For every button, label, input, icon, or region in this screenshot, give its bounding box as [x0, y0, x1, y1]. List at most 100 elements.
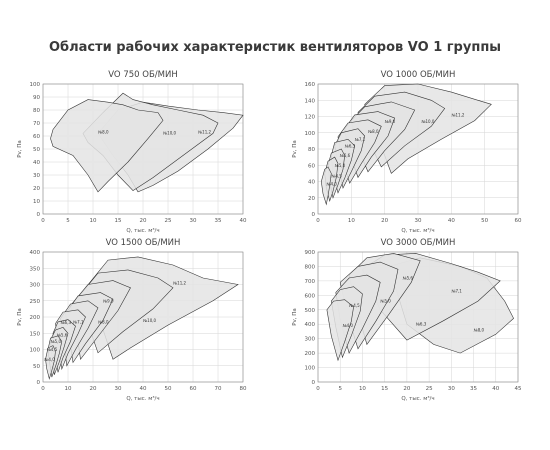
y-tick-label: 40: [308, 180, 315, 186]
region-label: №5,0: [335, 163, 346, 168]
y-tick-label: 0: [312, 380, 316, 386]
region-label: №4,0: [44, 357, 55, 362]
y-tick-label: 150: [30, 331, 41, 337]
x-tick-label: 10: [65, 386, 72, 392]
x-tick-label: 25: [165, 218, 172, 224]
y-tick-label: 400: [30, 250, 41, 256]
x-tick-label: 25: [426, 386, 433, 392]
y-tick-label: 80: [33, 108, 40, 114]
x-tick-label: 10: [348, 218, 355, 224]
region-label: №7,1: [451, 288, 462, 293]
x-tick-label: 50: [165, 386, 172, 392]
region-label: №4,5: [47, 347, 58, 352]
y-tick-label: 50: [33, 147, 40, 153]
plot-frame: [317, 251, 519, 383]
page-title: Области рабочих характеристик вентилятор…: [48, 40, 502, 55]
chart-vo1500: VO 1500 ОБ/МИН 0 50 100 150 200 250 300 350 400 0 1…: [0, 236, 275, 421]
chart-vo3000: VO 3000 ОБ/МИН 0 100 200 300 400 500 600 700 800 9…: [275, 236, 550, 421]
y-tick-label: 60: [33, 134, 40, 140]
x-tick-label: 40: [140, 386, 147, 392]
region-label: №10,0: [163, 131, 177, 136]
region-label: №4,0: [342, 323, 353, 328]
plot-frame: [42, 83, 244, 215]
y-tick-label: 120: [305, 115, 316, 121]
region-label: №9,0: [103, 298, 114, 303]
chart-vo1000: VO 1000 ОБ/МИН 0 20 40 60 80 100 120 140 160 0 10 20…: [275, 68, 550, 253]
region-label: №6,3: [345, 143, 356, 148]
y-tick-label: 100: [30, 82, 41, 88]
y-tick-label: 700: [305, 279, 316, 285]
x-tick-label: 40: [240, 218, 247, 224]
chart-title: VO 750 ОБ/МИН: [108, 70, 177, 80]
y-tick-label: 40: [33, 160, 40, 166]
plot-frame: [42, 251, 244, 383]
chart-vo750: VO 750 ОБ/МИН 0 10 20 30 40 50 60 70 80 90 100 0 5 10 1…: [0, 68, 275, 253]
x-tick-label: 40: [492, 386, 499, 392]
y-tick-label: 600: [305, 293, 316, 299]
x-tick-label: 0: [41, 386, 45, 392]
x-tick-label: 5: [338, 386, 342, 392]
y-tick-label: 160: [305, 82, 316, 88]
chart-title: VO 1000 ОБ/МИН: [381, 70, 456, 80]
region-label: №5,0: [51, 339, 62, 344]
chart-vo3000-svg: VO 3000 ОБ/МИН01002003004005006007008009…: [292, 238, 522, 402]
y-tick-label: 20: [308, 196, 315, 202]
y-tick-label: 20: [33, 186, 40, 192]
region-label: №6,3: [416, 322, 427, 327]
chart-title: VO 3000 ОБ/МИН: [381, 238, 456, 248]
region-label: №11,2: [451, 113, 465, 118]
region-label: №5,6: [340, 153, 351, 158]
region-label: №10,0: [143, 318, 157, 323]
y-tick-label: 100: [30, 348, 41, 354]
x-tick-label: 15: [115, 218, 122, 224]
region-label: №9,0: [385, 119, 396, 124]
y-tick-label: 70: [33, 121, 40, 127]
x-tick-label: 80: [240, 386, 247, 392]
y-tick-label: 10: [33, 199, 40, 205]
y-axis-title: Pv, Па: [17, 140, 23, 158]
y-tick-label: 200: [30, 315, 41, 321]
y-tick-label: 100: [305, 366, 316, 372]
x-axis-title: Q, тыс. м³/ч: [126, 227, 159, 234]
x-axis-title: Q, тыс. м³/ч: [401, 395, 434, 402]
x-tick-label: 10: [90, 218, 97, 224]
region-label: №5,0: [380, 299, 391, 304]
chart-vo750-svg: VO 750 ОБ/МИН 0 10 20 30 40 50 60 70 80 90 100 0 5 10 1…: [17, 70, 247, 234]
region-label: №4,5: [349, 303, 360, 308]
y-tick-label: 800: [305, 264, 316, 270]
y-tick-label: 140: [305, 98, 316, 104]
x-tick-label: 20: [403, 386, 410, 392]
y-tick-label: 0: [37, 212, 41, 218]
x-tick-label: 15: [381, 386, 388, 392]
x-tick-label: 60: [515, 218, 522, 224]
x-tick-label: 35: [470, 386, 477, 392]
y-axis-title: Pv, Па: [292, 140, 298, 158]
y-tick-label: 60: [308, 163, 315, 169]
x-tick-label: 30: [190, 218, 197, 224]
y-axis-title: Pv, Па: [17, 308, 23, 326]
x-tick-label: 0: [316, 218, 320, 224]
x-tick-label: 70: [215, 386, 222, 392]
x-tick-label: 30: [415, 218, 422, 224]
x-tick-label: 0: [41, 218, 45, 224]
x-tick-label: 20: [381, 218, 388, 224]
y-tick-label: 30: [33, 173, 40, 179]
y-axis-title: Pv, Па: [292, 308, 298, 326]
operating-region: [320, 166, 332, 206]
x-tick-label: 35: [215, 218, 222, 224]
region-label: №11,2: [198, 129, 212, 134]
region-label: №7,1: [73, 320, 84, 325]
region-label: №5,6: [402, 275, 413, 280]
y-tick-label: 80: [308, 147, 315, 153]
x-tick-label: 30: [448, 386, 455, 392]
x-tick-label: 5: [66, 218, 70, 224]
x-tick-label: 60: [190, 386, 197, 392]
region-label: №8,0: [98, 320, 109, 325]
region-label: №5,6: [57, 333, 68, 338]
region-label: №4,0: [326, 182, 337, 187]
x-tick-label: 40: [448, 218, 455, 224]
y-tick-label: 90: [33, 95, 40, 101]
y-tick-label: 50: [33, 364, 40, 370]
y-tick-label: 500: [305, 308, 316, 314]
x-tick-label: 0: [316, 386, 320, 392]
